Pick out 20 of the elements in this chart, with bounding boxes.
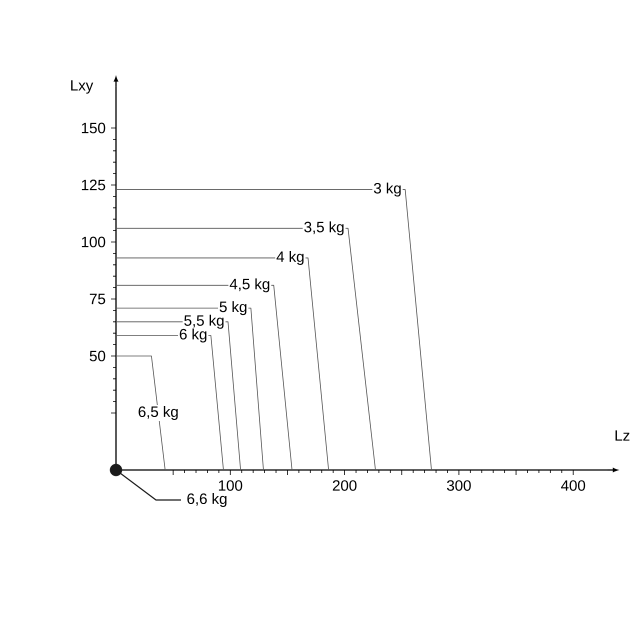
y-tick-label: 75 [90,294,106,304]
x-axis-title: Lz [616,430,630,441]
y-tick-label: 50 [90,350,106,362]
x-tick-label: 400 [561,480,586,491]
y-tick-label: 100 [82,236,106,248]
series-label: 4,5 kg [230,278,270,292]
y-axis-title: Lxy [71,80,94,94]
series-label: 6 kg [180,328,206,342]
series-label: 6,5 kg [138,406,178,420]
text: 6,6 kg [187,493,226,507]
series-label: 5 kg [220,301,246,316]
series-label: 5,5 kg [184,314,224,329]
x-tick-label: 300 [446,480,471,491]
y-tick-label: 125 [82,180,106,190]
series-label: 3 kg [374,182,401,197]
series-label: 3,5 kg [304,221,344,236]
x-tick-label: 200 [332,480,357,491]
x-tick-label: 100 [218,480,242,491]
series-label: 4 kg [276,250,304,265]
y-tick-label: 150 [82,122,106,134]
